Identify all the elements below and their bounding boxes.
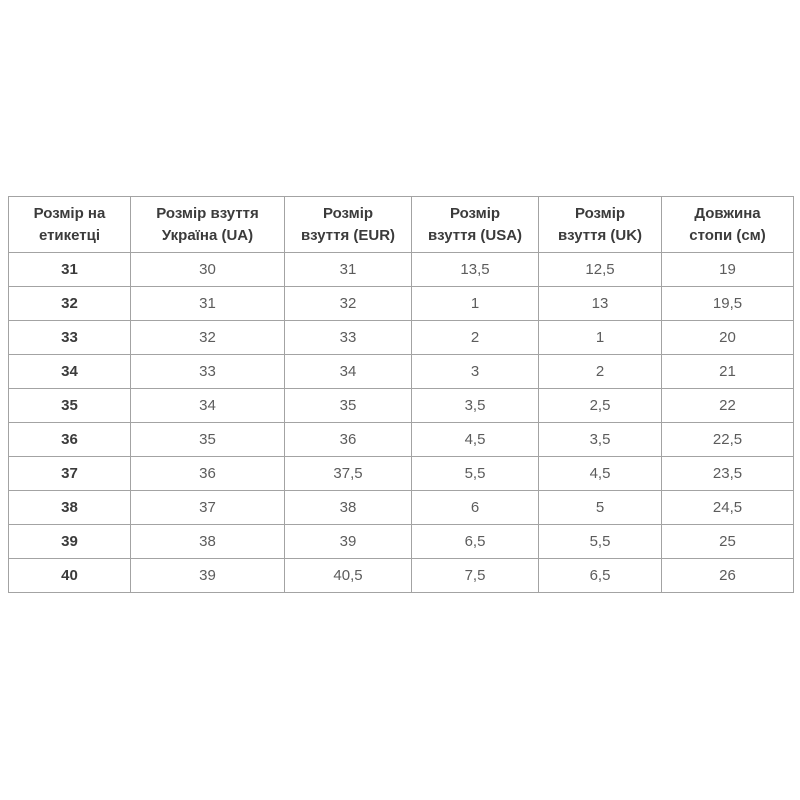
value-cell: 2 — [538, 354, 662, 389]
table-row: 35 34 35 3,5 2,5 22 — [8, 388, 794, 423]
table-body: 31 30 31 13,5 12,5 19 32 31 32 1 13 19,5 33 32 33 2 1 20 3… — [8, 252, 794, 593]
value-cell: 5,5 — [411, 456, 539, 491]
value-cell: 7,5 — [411, 558, 539, 593]
value-cell: 3,5 — [411, 388, 539, 423]
column-header: Розмір взуття Україна (UA) — [130, 196, 285, 253]
value-cell: 39 — [284, 524, 412, 559]
row-label-cell: 36 — [8, 422, 131, 457]
value-cell: 5 — [538, 490, 662, 525]
value-cell: 19,5 — [661, 286, 794, 321]
value-cell: 34 — [130, 388, 285, 423]
row-label-cell: 40 — [8, 558, 131, 593]
table-header: Розмір на етикетці Розмір взуття Україна … — [8, 196, 794, 253]
table-row: 36 35 36 4,5 3,5 22,5 — [8, 422, 794, 457]
size-table-container: Розмір на етикетці Розмір взуття Україна … — [8, 196, 794, 593]
value-cell: 26 — [661, 558, 794, 593]
column-header: Розмір взуття (EUR) — [284, 196, 412, 253]
value-cell: 38 — [130, 524, 285, 559]
value-cell: 33 — [130, 354, 285, 389]
value-cell: 12,5 — [538, 252, 662, 287]
value-cell: 36 — [130, 456, 285, 491]
value-cell: 6,5 — [538, 558, 662, 593]
table-row: 32 31 32 1 13 19,5 — [8, 286, 794, 321]
value-cell: 32 — [284, 286, 412, 321]
value-cell: 36 — [284, 422, 412, 457]
value-cell: 37,5 — [284, 456, 412, 491]
value-cell: 37 — [130, 490, 285, 525]
value-cell: 1 — [538, 320, 662, 355]
table-row: 38 37 38 6 5 24,5 — [8, 490, 794, 525]
value-cell: 22,5 — [661, 422, 794, 457]
value-cell: 6 — [411, 490, 539, 525]
value-cell: 5,5 — [538, 524, 662, 559]
value-cell: 2 — [411, 320, 539, 355]
column-header: Довжина стопи (см) — [661, 196, 794, 253]
value-cell: 35 — [284, 388, 412, 423]
row-label-cell: 38 — [8, 490, 131, 525]
value-cell: 22 — [661, 388, 794, 423]
row-label-cell: 39 — [8, 524, 131, 559]
row-label-cell: 37 — [8, 456, 131, 491]
value-cell: 31 — [130, 286, 285, 321]
value-cell: 24,5 — [661, 490, 794, 525]
value-cell: 13,5 — [411, 252, 539, 287]
value-cell: 13 — [538, 286, 662, 321]
value-cell: 3 — [411, 354, 539, 389]
value-cell: 31 — [284, 252, 412, 287]
value-cell: 4,5 — [538, 456, 662, 491]
table-row: 39 38 39 6,5 5,5 25 — [8, 524, 794, 559]
row-label-cell: 34 — [8, 354, 131, 389]
value-cell: 39 — [130, 558, 285, 593]
value-cell: 40,5 — [284, 558, 412, 593]
value-cell: 6,5 — [411, 524, 539, 559]
column-header: Розмір на етикетці — [8, 196, 131, 253]
value-cell: 1 — [411, 286, 539, 321]
table-row: 33 32 33 2 1 20 — [8, 320, 794, 355]
value-cell: 34 — [284, 354, 412, 389]
value-cell: 21 — [661, 354, 794, 389]
row-label-cell: 32 — [8, 286, 131, 321]
value-cell: 3,5 — [538, 422, 662, 457]
table-row: 31 30 31 13,5 12,5 19 — [8, 252, 794, 287]
value-cell: 25 — [661, 524, 794, 559]
table-row: 34 33 34 3 2 21 — [8, 354, 794, 389]
shoe-size-conversion-table: Розмір на етикетці Розмір взуття Україна … — [8, 196, 794, 593]
column-header: Розмір взуття (USA) — [411, 196, 539, 253]
value-cell: 32 — [130, 320, 285, 355]
row-label-cell: 35 — [8, 388, 131, 423]
value-cell: 35 — [130, 422, 285, 457]
value-cell: 38 — [284, 490, 412, 525]
value-cell: 2,5 — [538, 388, 662, 423]
value-cell: 20 — [661, 320, 794, 355]
value-cell: 23,5 — [661, 456, 794, 491]
value-cell: 4,5 — [411, 422, 539, 457]
table-row: 40 39 40,5 7,5 6,5 26 — [8, 558, 794, 593]
table-row: 37 36 37,5 5,5 4,5 23,5 — [8, 456, 794, 491]
header-row: Розмір на етикетці Розмір взуття Україна … — [8, 196, 794, 253]
value-cell: 30 — [130, 252, 285, 287]
value-cell: 33 — [284, 320, 412, 355]
column-header: Розмір взуття (UK) — [538, 196, 662, 253]
row-label-cell: 31 — [8, 252, 131, 287]
row-label-cell: 33 — [8, 320, 131, 355]
value-cell: 19 — [661, 252, 794, 287]
